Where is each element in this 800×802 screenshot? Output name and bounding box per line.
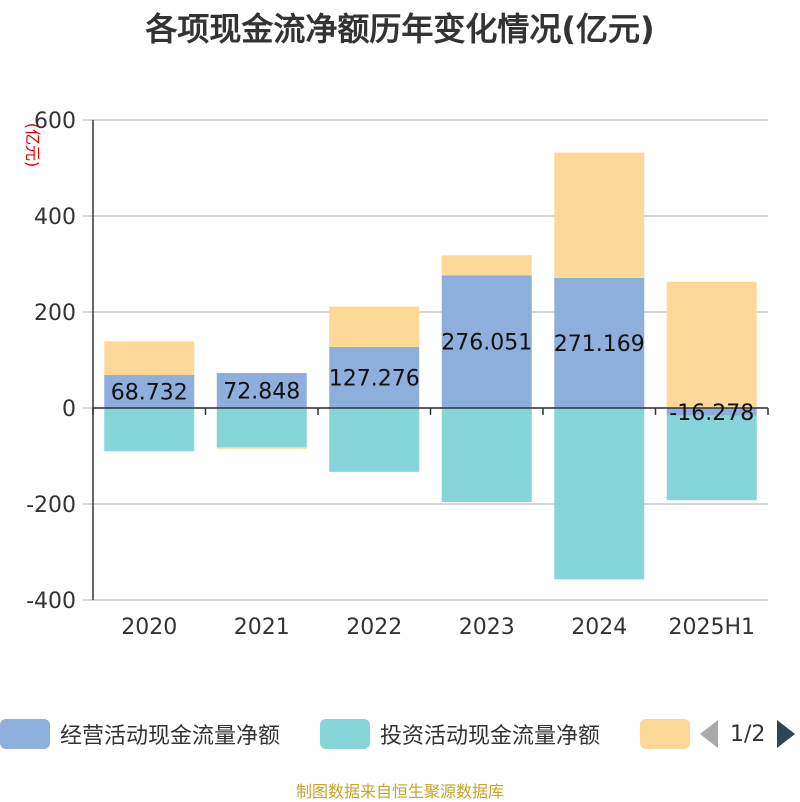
bar-series-1 [554, 277, 645, 408]
y-tick-label: 0 [62, 397, 76, 422]
legend-item[interactable] [640, 716, 690, 752]
y-tick-label: 600 [34, 109, 76, 134]
x-tick-label: 2022 [346, 615, 402, 640]
bar-series-3 [104, 341, 195, 376]
data-label: 276.051 [441, 331, 532, 356]
bar-series-1 [441, 275, 532, 408]
x-tick-label: 2025H1 [668, 615, 755, 640]
legend-swatch [0, 719, 50, 749]
data-label: 271.169 [554, 332, 645, 357]
x-tick-label: 2024 [571, 615, 627, 640]
bar-series-3 [441, 255, 532, 276]
legend-item[interactable]: 经营活动现金流量净额 [0, 716, 280, 752]
legend-pager: 1/2 [700, 716, 796, 752]
legend-label: 经营活动现金流量净额 [60, 724, 281, 749]
bar-series-2 [104, 408, 195, 452]
y-axis-label: (亿元) [23, 123, 42, 168]
legend-item[interactable]: 投资活动现金流量净额 [320, 716, 600, 752]
bar-series-2 [329, 408, 420, 472]
bar-series-2 [666, 415, 757, 501]
bar-series-1 [104, 375, 195, 408]
bar-series-2 [441, 408, 532, 503]
bar-series-3 [216, 447, 307, 449]
bar-series-3 [554, 152, 645, 278]
bar-series-1 [329, 346, 420, 408]
x-tick-label: 2021 [234, 615, 290, 640]
legend-next-arrow-icon[interactable] [777, 720, 796, 748]
data-label: -16.278 [669, 401, 754, 426]
y-tick-label: 400 [34, 205, 76, 230]
bar-series-3 [329, 306, 420, 347]
y-tick-label: -200 [26, 493, 76, 518]
y-tick-label: -400 [26, 589, 76, 614]
legend-swatch [320, 719, 370, 749]
bar-series-1 [216, 373, 307, 408]
legend-swatch [640, 719, 690, 749]
data-label: 127.276 [329, 366, 420, 391]
bar-series-2 [554, 408, 645, 580]
chart-title: 各项现金流净额历年变化情况(亿元) [145, 10, 655, 48]
y-tick-label: 200 [34, 301, 76, 326]
legend-prev-arrow-icon[interactable] [700, 720, 718, 748]
x-tick-label: 2020 [121, 615, 177, 640]
legend: 经营活动现金流量净额 投资活动现金流量净额 1/2 [0, 716, 800, 752]
bar-series-2 [216, 408, 307, 448]
bar-series-1 [666, 408, 757, 416]
data-source-note: 制图数据来自恒生聚源数据库 [295, 782, 504, 801]
data-label: 72.848 [223, 380, 300, 405]
bar-series-3 [666, 281, 757, 408]
legend-page-indicator: 1/2 [730, 721, 766, 747]
legend-label: 投资活动现金流量净额 [380, 724, 601, 749]
data-label: 68.732 [111, 381, 188, 406]
cash-flow-chart: 600 400 200 0 -200 -400 (亿元) 68.732 72.848 127.27… [23, 109, 769, 640]
x-tick-label: 2023 [459, 615, 515, 640]
